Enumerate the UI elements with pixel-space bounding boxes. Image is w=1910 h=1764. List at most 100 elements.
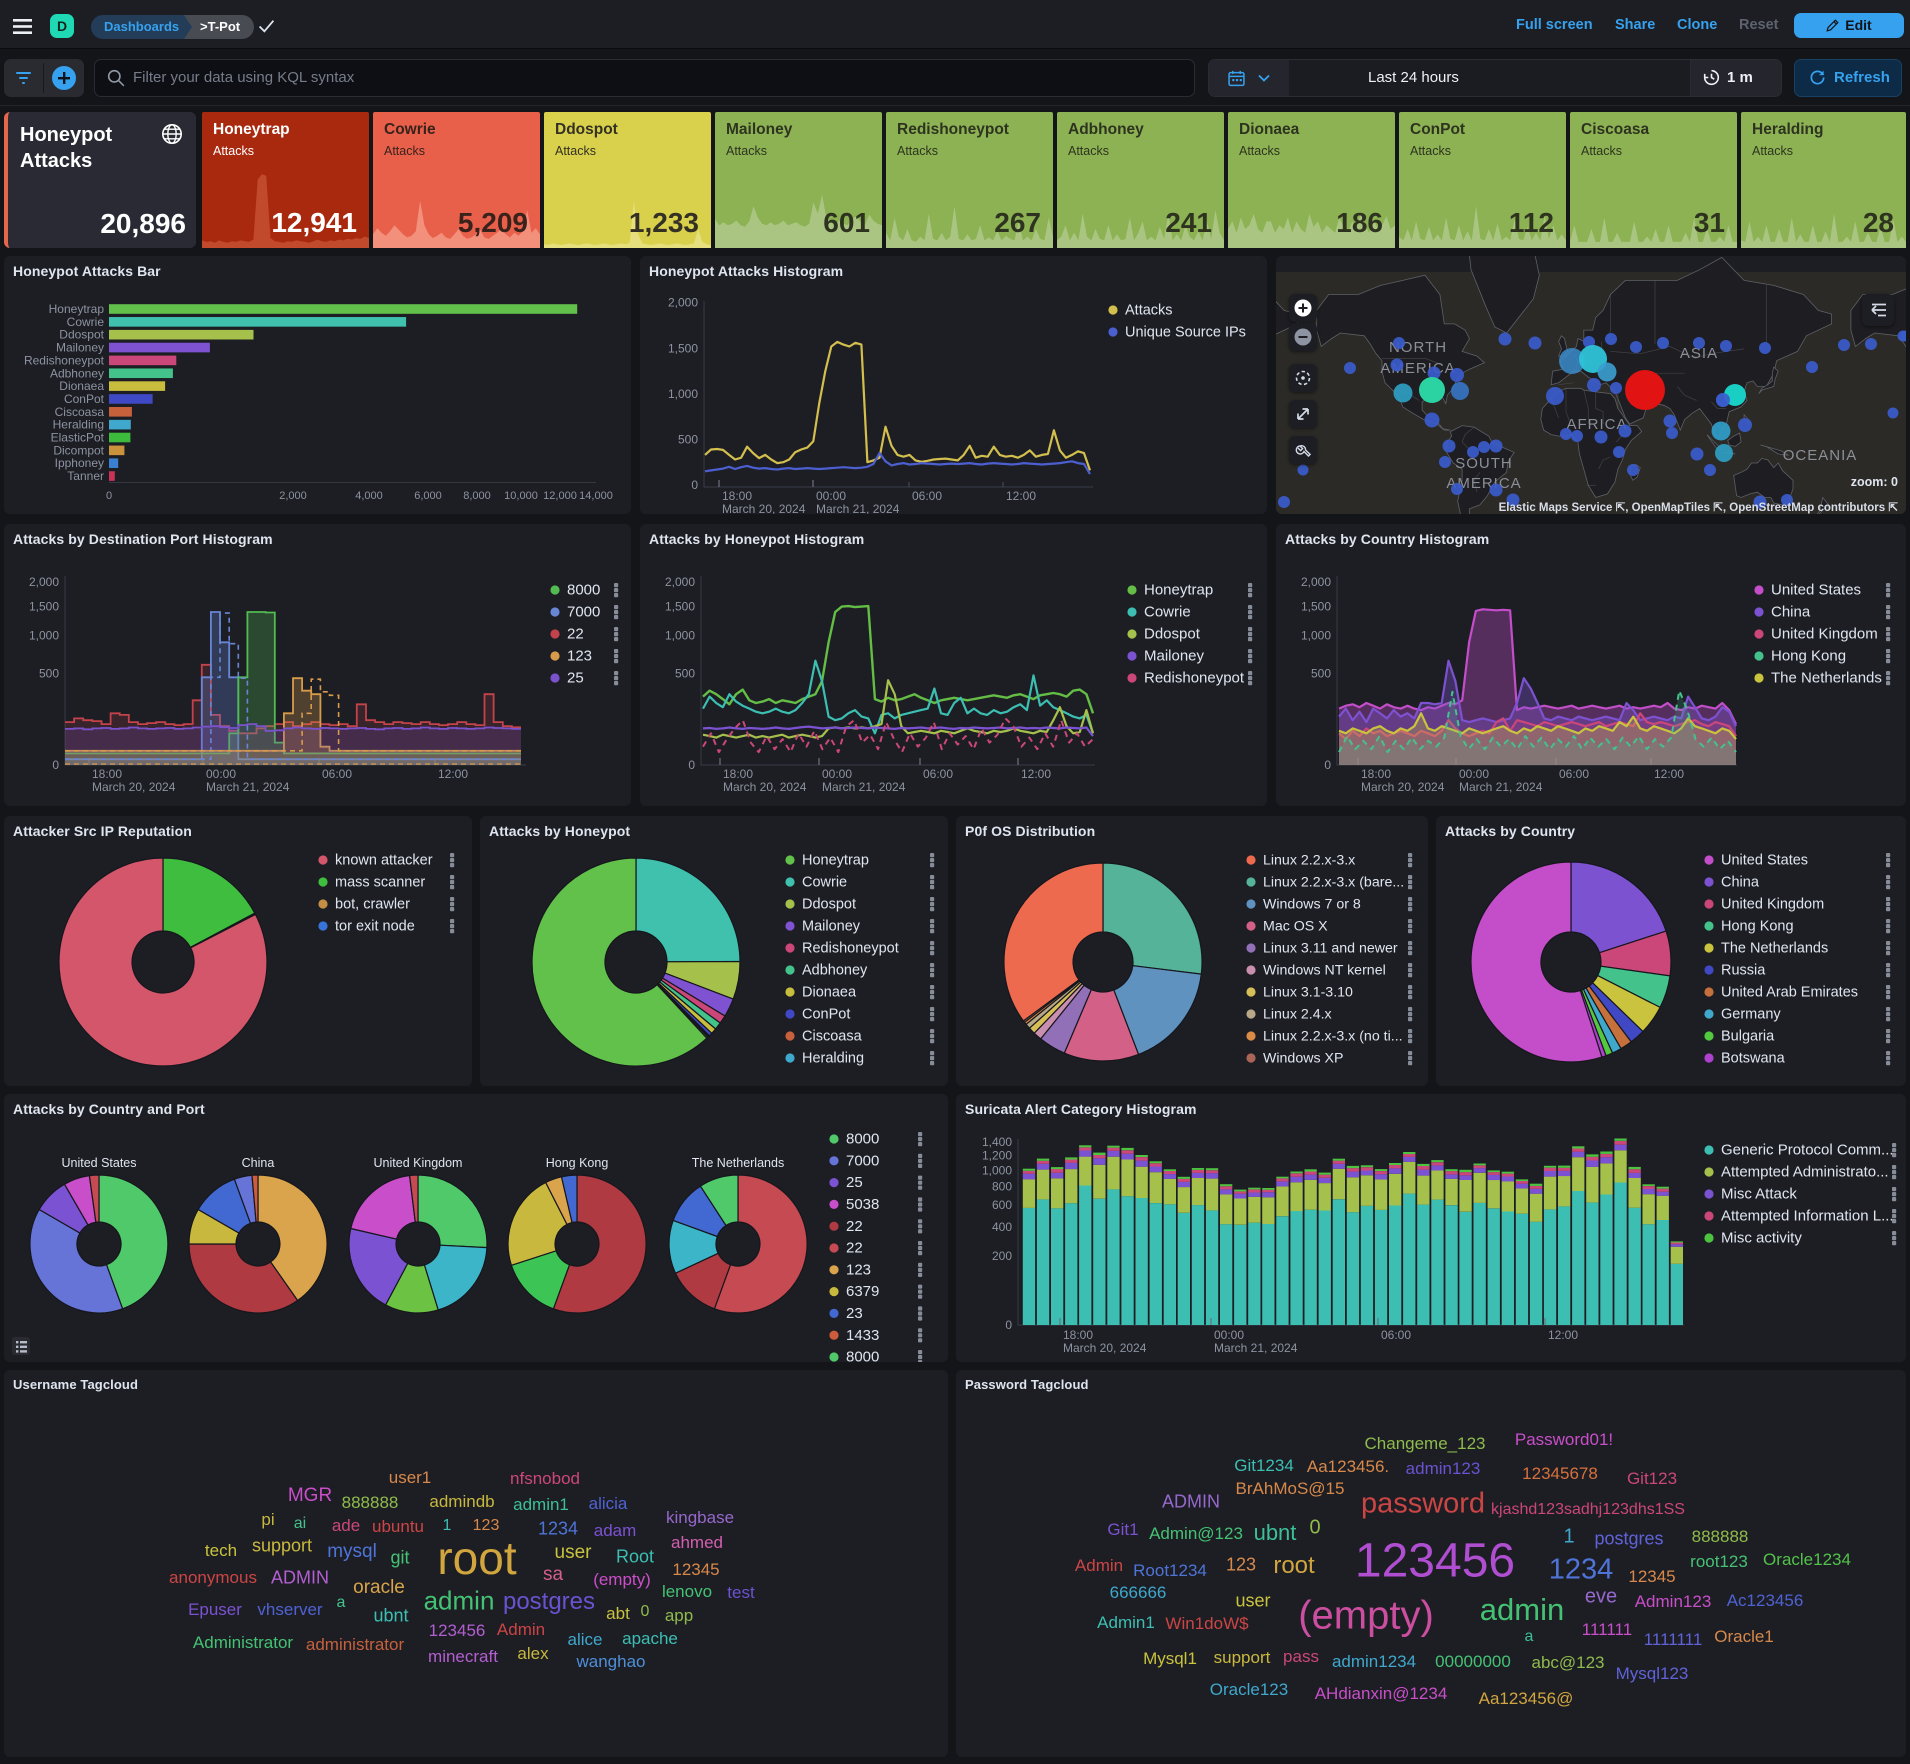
svg-text:March 20, 2024: March 20, 2024 xyxy=(723,780,807,794)
svg-text:March 21, 2024: March 21, 2024 xyxy=(1214,1341,1298,1355)
svg-text:bot, crawler: bot, crawler xyxy=(335,897,410,913)
svg-text:7000: 7000 xyxy=(846,1152,879,1169)
svg-text:1,500: 1,500 xyxy=(665,600,695,614)
svg-text:8,000: 8,000 xyxy=(463,490,491,502)
svg-text:12,000: 12,000 xyxy=(543,490,577,502)
svg-text:March 21, 2024: March 21, 2024 xyxy=(816,502,900,514)
svg-text:123: 123 xyxy=(846,1261,871,1278)
svg-text:8000: 8000 xyxy=(846,1349,879,1362)
svg-text:Attempted Information L...: Attempted Information L... xyxy=(1721,1208,1894,1225)
svg-text:Tanner: Tanner xyxy=(67,469,104,483)
svg-text:500: 500 xyxy=(678,432,698,446)
svg-text:12:00: 12:00 xyxy=(438,767,468,781)
svg-text:United States: United States xyxy=(1771,582,1861,599)
svg-text:18:00: 18:00 xyxy=(92,767,122,781)
svg-text:Linux 3.1-3.10: Linux 3.1-3.10 xyxy=(1263,985,1353,1001)
svg-text:4,000: 4,000 xyxy=(355,490,383,502)
svg-text:1,500: 1,500 xyxy=(1301,600,1331,614)
svg-text:ConPot: ConPot xyxy=(64,392,105,406)
svg-text:06:00: 06:00 xyxy=(912,489,942,503)
svg-text:Generic Protocol Comm...: Generic Protocol Comm... xyxy=(1721,1142,1894,1159)
svg-text:ElasticPot: ElasticPot xyxy=(51,431,105,445)
svg-text:1,000: 1,000 xyxy=(29,629,59,643)
svg-text:Linux 3.11 and newer: Linux 3.11 and newer xyxy=(1263,941,1398,957)
svg-text:Attempted Administrato...: Attempted Administrato... xyxy=(1721,1164,1889,1181)
svg-text:1,000: 1,000 xyxy=(1301,629,1331,643)
svg-text:14,000: 14,000 xyxy=(579,490,613,502)
svg-text:800: 800 xyxy=(992,1180,1012,1194)
svg-text:22: 22 xyxy=(846,1240,863,1257)
svg-text:Mac OS X: Mac OS X xyxy=(1263,919,1328,935)
svg-text:18:00: 18:00 xyxy=(722,489,752,503)
svg-text:06:00: 06:00 xyxy=(923,767,953,781)
svg-text:China: China xyxy=(1771,604,1811,621)
svg-text:200: 200 xyxy=(992,1249,1012,1263)
svg-text:5038: 5038 xyxy=(846,1196,879,1213)
svg-text:12:00: 12:00 xyxy=(1006,489,1036,503)
svg-text:ASIA: ASIA xyxy=(1680,345,1718,362)
svg-text:500: 500 xyxy=(1311,667,1331,681)
svg-text:China: China xyxy=(1721,875,1760,891)
svg-text:Hong Kong: Hong Kong xyxy=(1721,919,1794,935)
svg-text:Ddospot: Ddospot xyxy=(802,897,856,913)
svg-text:500: 500 xyxy=(39,667,59,681)
svg-text:25: 25 xyxy=(846,1174,863,1191)
svg-text:Honeytrap: Honeytrap xyxy=(802,853,869,869)
svg-text:400: 400 xyxy=(992,1220,1012,1234)
svg-text:United Kingdom: United Kingdom xyxy=(1721,897,1824,913)
svg-text:March 20, 2024: March 20, 2024 xyxy=(1063,1341,1147,1355)
svg-text:0: 0 xyxy=(1324,758,1331,772)
svg-text:March 21, 2024: March 21, 2024 xyxy=(206,780,290,794)
svg-text:12:00: 12:00 xyxy=(1021,767,1051,781)
svg-text:00:00: 00:00 xyxy=(1214,1328,1244,1342)
svg-text:18:00: 18:00 xyxy=(1361,767,1391,781)
svg-text:8000: 8000 xyxy=(846,1131,879,1148)
svg-text:Mailoney: Mailoney xyxy=(56,341,104,355)
svg-text:March 21, 2024: March 21, 2024 xyxy=(1459,780,1543,794)
svg-text:2,000: 2,000 xyxy=(279,490,307,502)
svg-text:Botswana: Botswana xyxy=(1721,1051,1786,1067)
svg-text:0: 0 xyxy=(688,758,695,772)
svg-text:0: 0 xyxy=(52,758,59,772)
svg-text:March 21, 2024: March 21, 2024 xyxy=(822,780,906,794)
svg-text:United Kingdom: United Kingdom xyxy=(1771,626,1878,643)
svg-text:SOUTH: SOUTH xyxy=(1455,455,1513,472)
svg-text:2,000: 2,000 xyxy=(665,575,695,589)
svg-text:Honeytrap: Honeytrap xyxy=(1144,582,1213,599)
svg-text:22: 22 xyxy=(846,1218,863,1235)
svg-text:Germany: Germany xyxy=(1721,1007,1781,1023)
svg-text:Attacks: Attacks xyxy=(1125,303,1173,319)
svg-text:Hong Kong: Hong Kong xyxy=(1771,648,1846,665)
svg-text:Redishoneypot: Redishoneypot xyxy=(802,941,899,957)
svg-text:6,000: 6,000 xyxy=(414,490,442,502)
svg-text:Ddospot: Ddospot xyxy=(1144,626,1201,643)
svg-text:7000: 7000 xyxy=(567,604,600,621)
svg-text:Windows XP: Windows XP xyxy=(1263,1051,1343,1067)
svg-text:zoom: 0: zoom: 0 xyxy=(1851,475,1898,489)
svg-text:10,000: 10,000 xyxy=(504,490,538,502)
svg-text:Ipphoney: Ipphoney xyxy=(55,456,104,470)
svg-text:United States: United States xyxy=(1721,853,1808,869)
svg-text:Hong Kong: Hong Kong xyxy=(546,1156,609,1170)
svg-text:2,000: 2,000 xyxy=(668,296,698,310)
svg-text:Cowrie: Cowrie xyxy=(802,875,847,891)
svg-text:Windows NT kernel: Windows NT kernel xyxy=(1263,963,1386,979)
svg-text:1,000: 1,000 xyxy=(982,1163,1012,1177)
svg-text:12:00: 12:00 xyxy=(1548,1328,1578,1342)
svg-text:ConPot: ConPot xyxy=(802,1007,850,1023)
svg-text:Ddospot: Ddospot xyxy=(59,328,104,342)
svg-text:Redishoneypot: Redishoneypot xyxy=(24,353,105,367)
svg-text:The Netherlands: The Netherlands xyxy=(1771,670,1882,687)
svg-text:March 20, 2024: March 20, 2024 xyxy=(92,780,176,794)
svg-text:00:00: 00:00 xyxy=(206,767,236,781)
svg-text:1,000: 1,000 xyxy=(665,629,695,643)
svg-text:Ciscoasa: Ciscoasa xyxy=(55,405,105,419)
svg-text:123: 123 xyxy=(567,648,592,665)
svg-text:Misc activity: Misc activity xyxy=(1721,1230,1802,1247)
svg-text:12:00: 12:00 xyxy=(1654,767,1684,781)
svg-text:Linux 2.2.x-3.x: Linux 2.2.x-3.x xyxy=(1263,853,1355,869)
svg-text:Mailoney: Mailoney xyxy=(802,919,861,935)
svg-text:March 20, 2024: March 20, 2024 xyxy=(1361,780,1445,794)
svg-text:Mailoney: Mailoney xyxy=(1144,648,1205,665)
svg-text:25: 25 xyxy=(567,670,584,687)
